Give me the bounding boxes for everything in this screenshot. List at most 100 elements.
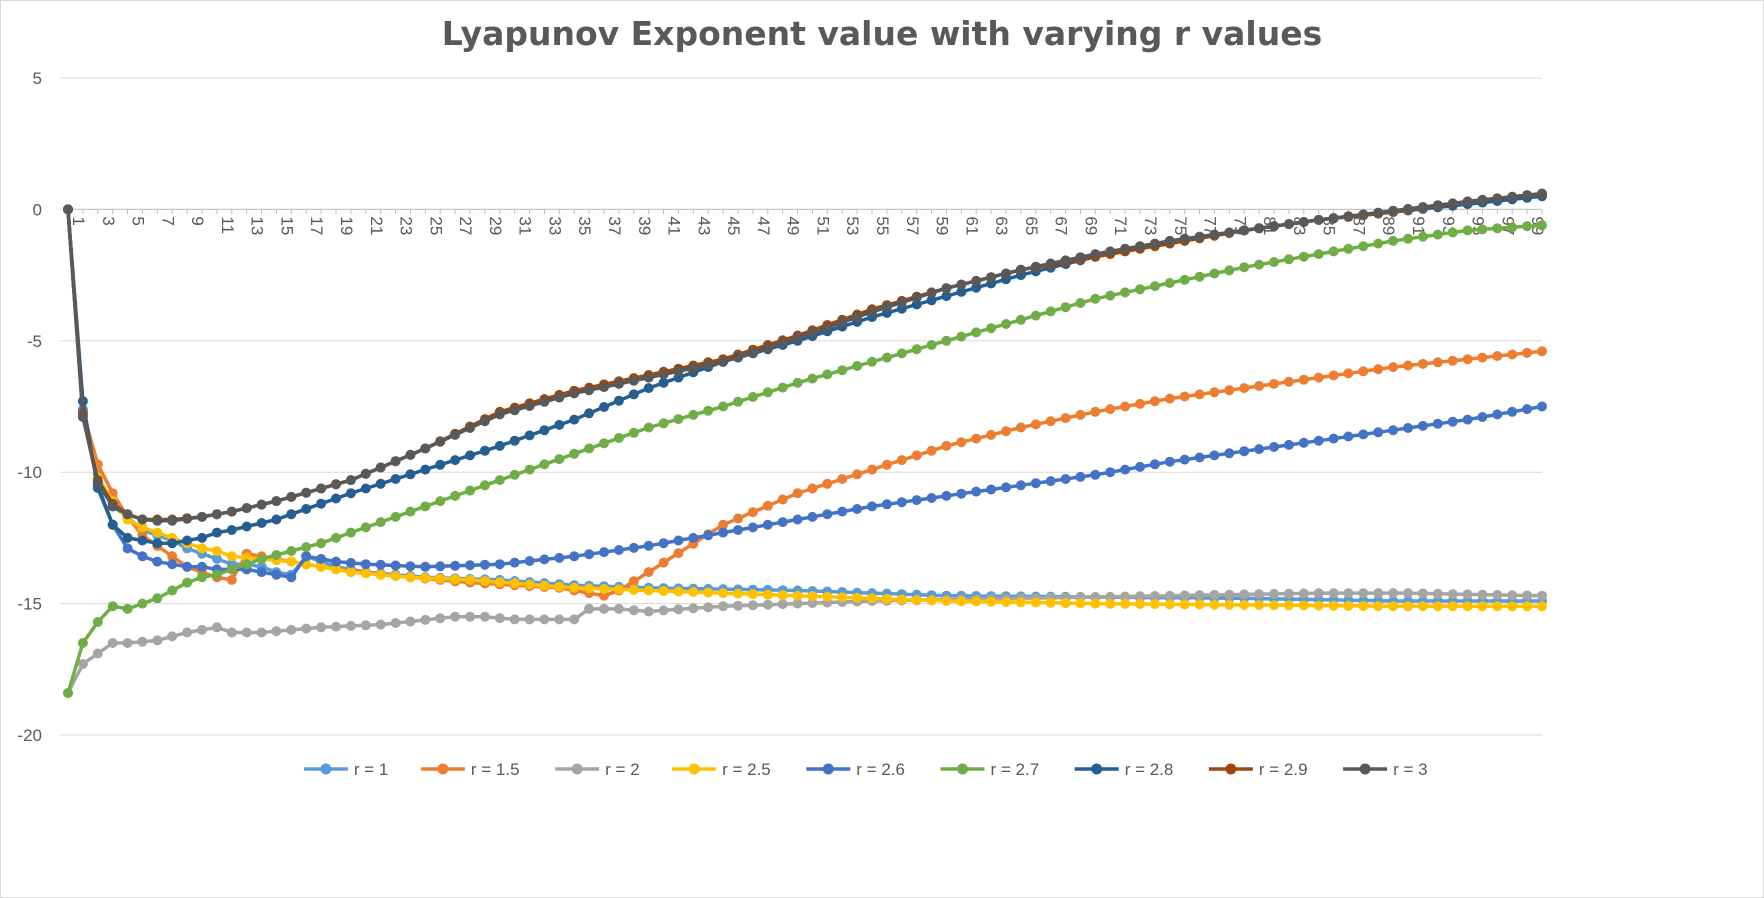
data-point [509,614,520,625]
data-point [1030,419,1041,430]
data-point [688,587,699,597]
data-point [1105,591,1116,602]
data-point [569,551,580,562]
data-point [137,535,148,546]
data-point [494,475,505,486]
series-line [66,209,1543,598]
x-tick-label: 5 [129,216,148,225]
data-point [1298,588,1309,599]
data-point [569,614,580,625]
data-point [1135,461,1145,472]
x-tick-label: 91 [1409,216,1428,235]
data-point [1403,203,1413,214]
data-point [1179,599,1190,610]
gridlines [60,77,1542,736]
data-point [896,297,907,308]
data-point [733,600,743,611]
data-point [1254,589,1265,600]
data-point [1417,202,1428,212]
x-tick-label: 39 [635,216,654,235]
data-point [420,614,431,625]
data-point [1283,600,1294,611]
data-point [1432,418,1443,429]
data-point [807,373,818,384]
data-point [599,382,609,393]
data-point [137,551,148,562]
x-tick-label: 23 [397,216,416,235]
data-point [837,317,848,328]
data-point [1090,293,1101,304]
data-point [926,295,937,306]
data-point [197,572,207,583]
series-line [66,209,1542,603]
series-line [66,591,1543,694]
data-point [658,557,669,568]
data-point [1090,406,1101,417]
data-point [256,518,267,528]
data-point [941,490,952,501]
data-point [316,538,327,549]
data-point [1388,235,1399,246]
x-tick-label: 19 [337,216,356,235]
data-point [1462,225,1473,236]
data-point [494,409,505,420]
data-point [584,385,595,396]
series-r-3 [63,188,1547,526]
data-point [1283,254,1294,265]
series-r-2_6 [63,204,1547,583]
data-point [673,414,684,425]
data-point [1105,467,1116,478]
data-point [792,333,803,344]
data-point [658,586,669,596]
data-point [688,409,699,420]
data-point [1060,413,1071,424]
data-point [747,507,758,518]
data-point [837,592,848,603]
data-point [271,569,282,580]
data-point [554,419,565,430]
y-tick-label: -15 [17,595,42,614]
data-point [658,605,669,616]
data-point [867,464,877,475]
data-point [375,569,386,580]
data-point [1417,231,1428,242]
data-point [286,546,297,556]
data-point [1001,319,1011,329]
data-point [1090,469,1101,480]
data-point [1283,219,1294,230]
data-point [390,571,401,581]
data-point [822,478,833,489]
x-tick-label: 43 [694,216,713,235]
data-point [137,598,148,609]
data-point [1209,387,1220,398]
data-point [1313,600,1324,611]
data-point [1328,600,1339,611]
data-point [584,443,595,454]
data-point [911,450,922,461]
x-tick-label: 45 [724,216,743,235]
data-point [137,636,148,647]
data-point [911,495,922,506]
data-point [1015,480,1026,491]
data-point [956,286,967,297]
data-point [1209,268,1220,279]
data-point [375,478,386,489]
data-point [1417,601,1428,612]
data-point [673,535,684,546]
data-point [390,456,401,467]
data-point [1298,374,1309,385]
data-point [420,561,431,572]
data-point [762,589,773,600]
x-tick-label: 49 [784,216,803,235]
x-tick-label: 35 [575,216,594,235]
data-point [465,611,475,622]
data-point [479,559,490,570]
data-point [524,579,535,590]
data-point [197,511,207,522]
x-tick-label: 21 [367,216,386,235]
data-point [613,378,624,389]
legend-item: r = 2.5 [672,760,771,779]
data-point [613,603,624,614]
data-point [747,600,758,611]
data-point [539,396,550,407]
